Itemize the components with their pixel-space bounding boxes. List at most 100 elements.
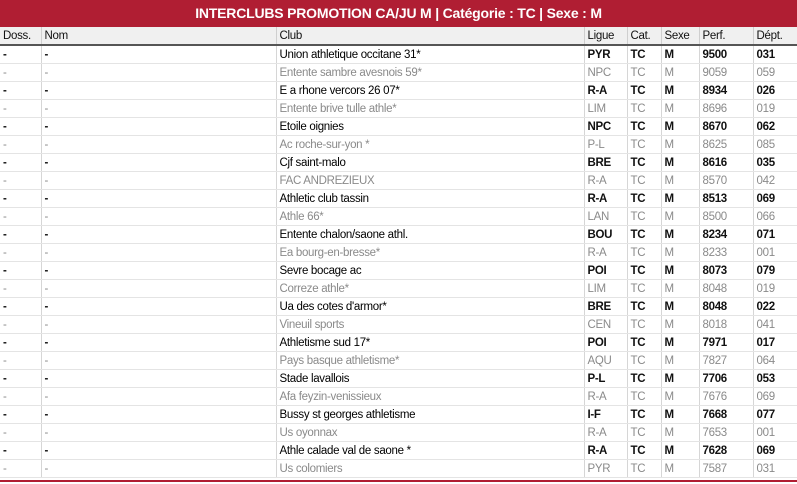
- cell-club[interactable]: Bussy st georges athletisme: [275, 405, 584, 424]
- cell-cat: TC: [626, 279, 661, 298]
- cell-perf: 7971: [698, 333, 753, 352]
- table-body: - - Union athletique occitane 31* PYR TC M 950…: [0, 45, 797, 478]
- table-row[interactable]: - - Entente brive tulle athle* LIM TC M 8696 01…: [0, 99, 797, 118]
- table-row[interactable]: - - Pays basque athletisme* AQU TC M 7827 064: [0, 351, 797, 370]
- cell-club[interactable]: Sevre bocage ac: [275, 261, 584, 280]
- cell-sexe: M: [660, 117, 699, 136]
- table-row[interactable]: - - Stade lavallois P-L TC M 7706 053: [0, 369, 797, 388]
- cell-perf: 7628: [698, 441, 753, 460]
- cell-dept: 066: [752, 207, 797, 226]
- table-header-row: Doss. Nom Club Ligue Cat. Sexe Perf. Dép…: [0, 27, 797, 46]
- column-header-club[interactable]: Club: [275, 27, 584, 46]
- cell-perf: 8073: [698, 261, 753, 280]
- cell-doss: -: [0, 441, 41, 460]
- cell-nom: -: [40, 405, 276, 424]
- column-header-cat[interactable]: Cat.: [626, 27, 661, 46]
- cell-club[interactable]: Etoile oignies: [275, 117, 584, 136]
- cell-ligue: P-L: [583, 135, 627, 154]
- column-header-dept[interactable]: Dépt.: [752, 27, 797, 46]
- cell-club[interactable]: Athletic club tassin: [275, 189, 584, 208]
- table-row[interactable]: - - Entente sambre avesnois 59* NPC TC M 9059 0…: [0, 63, 797, 82]
- cell-club[interactable]: Us colomiers: [275, 459, 584, 478]
- cell-club[interactable]: Athle 66*: [275, 207, 584, 226]
- table-row[interactable]: - - Correze athle* LIM TC M 8048 019: [0, 279, 797, 298]
- cell-club[interactable]: Athle calade val de saone *: [275, 441, 584, 460]
- table-row[interactable]: - - Union athletique occitane 31* PYR TC M 950…: [0, 45, 797, 64]
- cell-sexe: M: [660, 171, 699, 190]
- cell-club[interactable]: Entente chalon/saone athl.: [275, 225, 584, 244]
- table-row[interactable]: - - Ea bourg-en-bresse* R-A TC M 8233 001: [0, 243, 797, 262]
- cell-nom: -: [40, 207, 276, 226]
- table-row[interactable]: - - Cjf saint-malo BRE TC M 8616 035: [0, 153, 797, 172]
- cell-club[interactable]: Pays basque athletisme*: [275, 351, 584, 370]
- table-row[interactable]: - - Bussy st georges athletisme I-F TC M 7668 0…: [0, 405, 797, 424]
- table-row[interactable]: - - Afa feyzin-venissieux R-A TC M 7676 069: [0, 387, 797, 406]
- table-row[interactable]: --E a rhone vercors 26 07* R-A TC M 8934 026: [0, 81, 797, 100]
- table-row[interactable]: - - Athle calade val de saone * R-A TC M 7628 0…: [0, 441, 797, 460]
- cell-doss: -: [0, 99, 41, 118]
- table-row[interactable]: - - Entente chalon/saone athl. BOU TC M 8234 07…: [0, 225, 797, 244]
- cell-perf: 7676: [698, 387, 753, 406]
- table-row[interactable]: - - Athletisme sud 17* POI TC M 7971 017: [0, 333, 797, 352]
- cell-nom: -: [40, 99, 276, 118]
- cell-dept: 069: [752, 441, 797, 460]
- cell-nom: -: [40, 351, 276, 370]
- table-row[interactable]: - - Ua des cotes d'armor* BRE TC M 8048 022: [0, 297, 797, 316]
- cell-perf: 8934: [698, 81, 753, 100]
- cell-ligue: POI: [583, 333, 627, 352]
- table-row[interactable]: - - Athletic club tassin R-A TC M 8513 069: [0, 189, 797, 208]
- cell-dept: 019: [752, 279, 797, 298]
- cell-ligue: R-A: [583, 423, 627, 442]
- cell-club[interactable]: Vineuil sports: [275, 315, 584, 334]
- table-row[interactable]: - - FAC ANDREZIEUX R-A TC M 8570 042: [0, 171, 797, 190]
- column-header-doss[interactable]: Doss.: [0, 27, 41, 46]
- cell-nom: -: [40, 153, 276, 172]
- cell-club[interactable]: Cjf saint-malo: [275, 153, 584, 172]
- cell-club[interactable]: Entente sambre avesnois 59*: [275, 63, 584, 82]
- table-row[interactable]: - - Us oyonnax R-A TC M 7653 001: [0, 423, 797, 442]
- cell-dept: 001: [752, 243, 797, 262]
- table-row[interactable]: - - Ac roche-sur-yon * P-L TC M 8625 085: [0, 135, 797, 154]
- cell-club[interactable]: Ua des cotes d'armor*: [275, 297, 584, 316]
- table-row[interactable]: - - Athle 66* LAN TC M 8500 066: [0, 207, 797, 226]
- cell-club[interactable]: Stade lavallois: [275, 369, 584, 388]
- cell-cat: TC: [626, 99, 661, 118]
- cell-club[interactable]: Ac roche-sur-yon *: [275, 135, 584, 154]
- cell-dept: 001: [752, 423, 797, 442]
- cell-cat: TC: [626, 207, 661, 226]
- cell-nom: -: [40, 387, 276, 406]
- cell-sexe: M: [660, 351, 699, 370]
- cell-ligue: R-A: [583, 441, 627, 460]
- cell-club[interactable]: Union athletique occitane 31*: [275, 45, 584, 64]
- cell-dept: 042: [752, 171, 797, 190]
- table-row[interactable]: - - Etoile oignies NPC TC M 8670 062: [0, 117, 797, 136]
- table-row[interactable]: - - Us colomiers PYR TC M 7587 031: [0, 459, 797, 478]
- cell-dept: 031: [752, 45, 797, 64]
- cell-club[interactable]: Entente brive tulle athle*: [275, 99, 584, 118]
- cell-doss: -: [0, 243, 41, 262]
- column-header-nom[interactable]: Nom: [40, 27, 276, 46]
- cell-perf: 8018: [698, 315, 753, 334]
- cell-doss: -: [0, 261, 41, 280]
- column-header-perf[interactable]: Perf.: [698, 27, 753, 46]
- cell-club[interactable]: FAC ANDREZIEUX: [275, 171, 584, 190]
- table-row[interactable]: - - Vineuil sports CEN TC M 8018 041: [0, 315, 797, 334]
- cell-doss: -: [0, 315, 41, 334]
- cell-cat: TC: [626, 135, 661, 154]
- cell-club[interactable]: Ea bourg-en-bresse*: [275, 243, 584, 262]
- cell-club[interactable]: Correze athle*: [275, 279, 584, 298]
- cell-doss: -: [0, 333, 41, 352]
- cell-sexe: M: [660, 369, 699, 388]
- column-header-ligue[interactable]: Ligue: [583, 27, 627, 46]
- cell-perf: 7827: [698, 351, 753, 370]
- cell-club[interactable]: Us oyonnax: [275, 423, 584, 442]
- cell-dept: 071: [752, 225, 797, 244]
- cell-club[interactable]: E a rhone vercors 26 07*: [275, 81, 584, 100]
- cell-dept: 064: [752, 351, 797, 370]
- cell-nom: -: [40, 225, 276, 244]
- cell-club[interactable]: Afa feyzin-venissieux: [275, 387, 584, 406]
- table-row[interactable]: - - Sevre bocage ac POI TC M 8073 079: [0, 261, 797, 280]
- cell-ligue: AQU: [583, 351, 627, 370]
- cell-club[interactable]: Athletisme sud 17*: [275, 333, 584, 352]
- column-header-sexe[interactable]: Sexe: [660, 27, 699, 46]
